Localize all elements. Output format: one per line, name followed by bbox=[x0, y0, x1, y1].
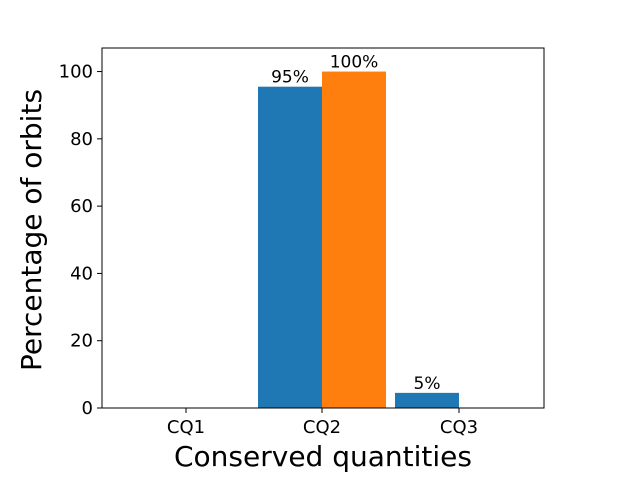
y-tick-label: 40 bbox=[70, 263, 93, 284]
y-tick-label: 100 bbox=[59, 62, 93, 83]
data-label-cq3-series-1: 5% bbox=[414, 374, 441, 394]
x-tick-label-cq1: CQ1 bbox=[167, 417, 205, 438]
data-label-cq2-series-1: 95% bbox=[271, 68, 309, 88]
y-tick-label: 80 bbox=[70, 129, 93, 150]
bar-cq3-series-1 bbox=[395, 392, 459, 408]
y-tick-label: 60 bbox=[70, 196, 93, 217]
bar-cq2-series-1 bbox=[258, 86, 322, 408]
x-axis-title: Conserved quantities bbox=[174, 440, 472, 473]
plot-area-frame bbox=[101, 47, 545, 409]
x-tick-label-cq2: CQ2 bbox=[303, 417, 341, 438]
data-label-cq2-series-2: 100% bbox=[330, 53, 379, 73]
y-tick-label: 0 bbox=[82, 398, 93, 419]
y-axis-title: Percentage of orbits bbox=[15, 89, 48, 371]
bar-cq2-series-2 bbox=[322, 71, 386, 409]
x-tick-label-cq3: CQ3 bbox=[440, 417, 478, 438]
y-tick-label: 20 bbox=[70, 331, 93, 352]
